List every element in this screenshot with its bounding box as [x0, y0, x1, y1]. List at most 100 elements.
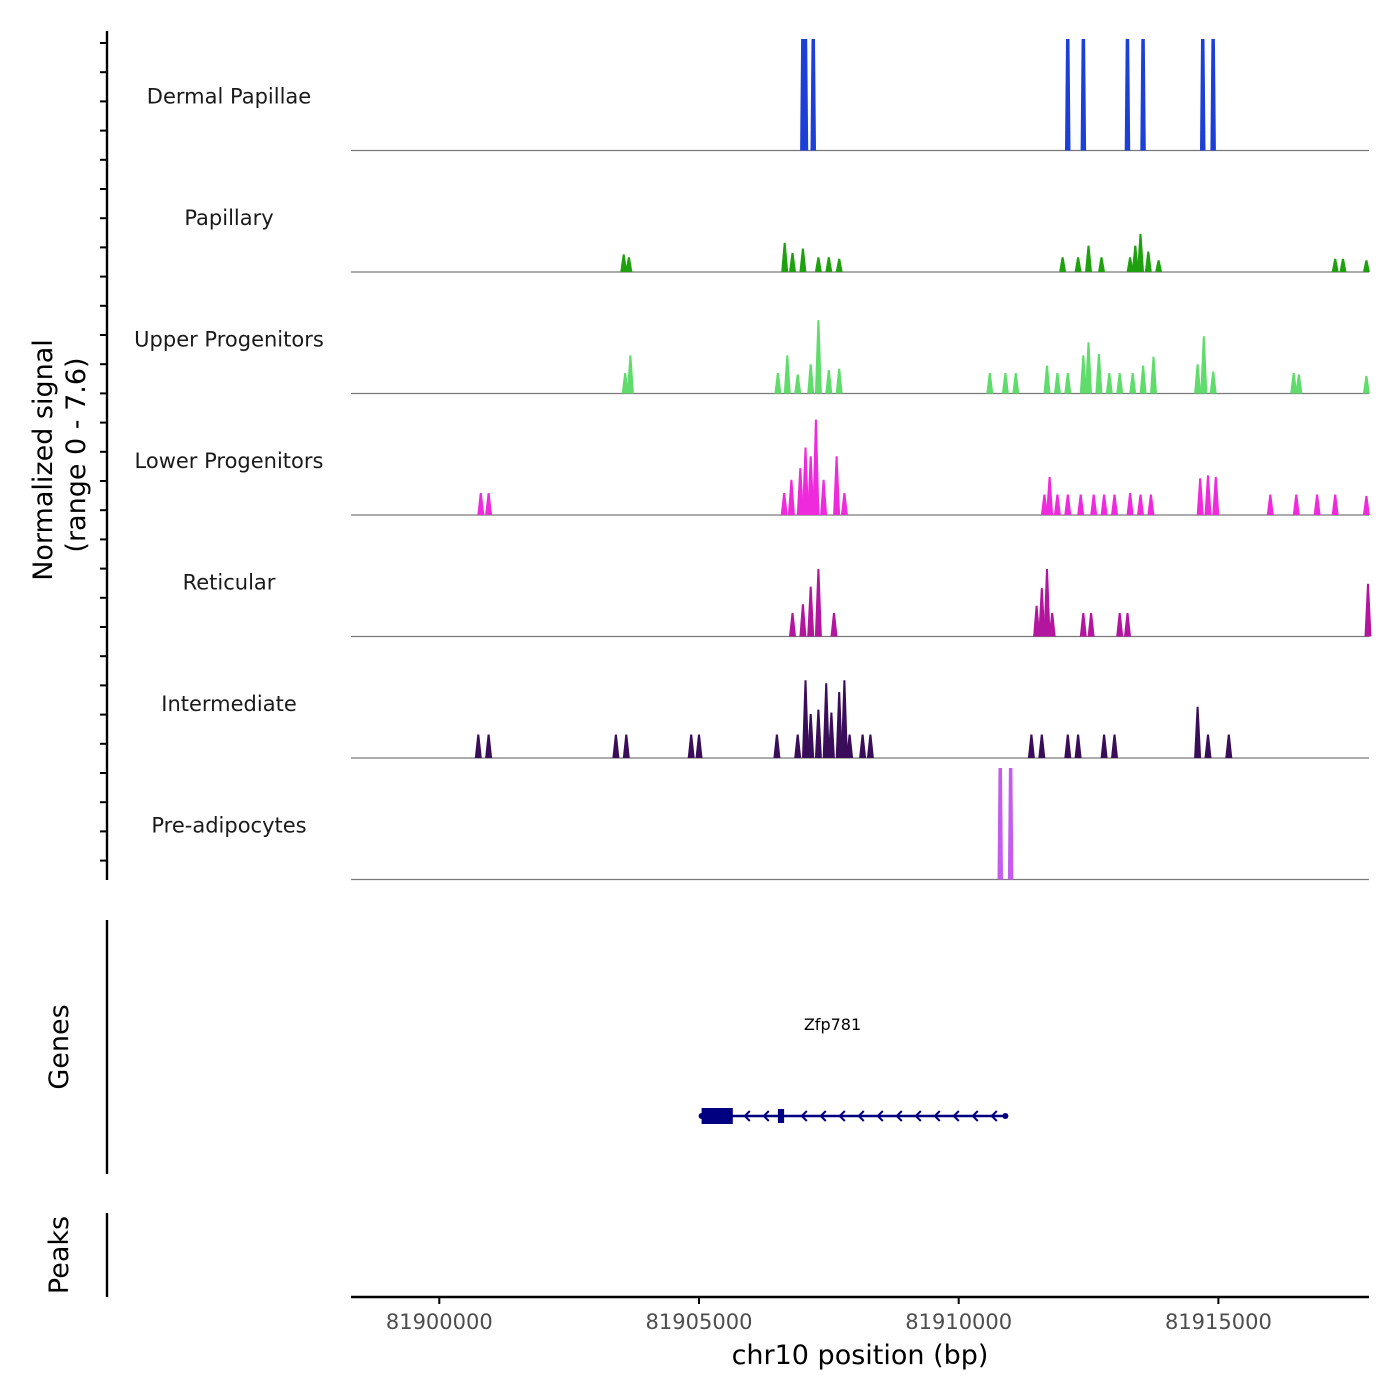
- signal-peak: [825, 370, 833, 394]
- signal-peak: [1085, 245, 1092, 272]
- signal-peak: [1147, 494, 1155, 515]
- gene-end-cap: [698, 1113, 705, 1119]
- x-axis-ticks: 81900000 81905000 81910000 81915000: [386, 1297, 1272, 1334]
- x-tick-label: 81900000: [386, 1310, 493, 1334]
- signal-peak: [1131, 245, 1139, 272]
- signal-peak: [1064, 373, 1072, 394]
- signal-peak: [622, 734, 630, 758]
- signal-peak: [1137, 233, 1144, 272]
- signal-peak: [1007, 768, 1014, 880]
- signal-peak: [1362, 375, 1370, 394]
- x-tick-label: 81915000: [1165, 1310, 1272, 1334]
- signal-peak: [780, 493, 788, 515]
- signal-peak: [830, 613, 838, 637]
- signal-peak: [1085, 342, 1092, 394]
- strand-arrow: [819, 1110, 827, 1122]
- signal-peak: [1266, 494, 1274, 515]
- signal-peak: [1212, 476, 1220, 515]
- strand-arrow: [743, 1110, 751, 1122]
- signal-peak: [1137, 494, 1144, 515]
- signal-peak: [1139, 365, 1147, 394]
- gene-label: Zfp781: [804, 1015, 861, 1034]
- signal-peak: [789, 252, 796, 272]
- signal-peak: [807, 364, 815, 394]
- signal-peak: [1012, 373, 1020, 394]
- signal-peak: [812, 419, 820, 515]
- signal-peak: [986, 373, 994, 394]
- signal-peak: [620, 254, 628, 272]
- signal-peak: [814, 320, 822, 394]
- signal-peak: [814, 569, 822, 637]
- signal-peak: [1124, 613, 1131, 637]
- signal-peak: [774, 373, 782, 394]
- signal-peak: [625, 257, 633, 272]
- signal-peak: [1038, 734, 1046, 758]
- signal-peak: [1194, 706, 1202, 758]
- signal-peak: [1362, 495, 1370, 515]
- signal-peak: [1027, 734, 1035, 758]
- signal-peak: [1140, 39, 1146, 151]
- signal-peak: [825, 257, 833, 272]
- signal-peak: [840, 493, 848, 515]
- signal-peak: [1079, 613, 1087, 637]
- signal-peak: [827, 712, 835, 758]
- signal-peak: [1111, 494, 1118, 515]
- signal-peak: [1331, 494, 1339, 515]
- signal-peak: [1095, 353, 1103, 394]
- signal-peak: [1059, 257, 1067, 272]
- signal-peak: [807, 714, 815, 758]
- signal-peak: [1292, 494, 1300, 515]
- track-intermediate: Intermediate: [161, 680, 1369, 759]
- strand-arrow: [952, 1110, 960, 1122]
- genes-panel-title: Genes: [44, 1004, 75, 1089]
- track-papillary: Papillary: [184, 206, 1370, 273]
- signal-peak: [866, 734, 874, 758]
- signal-peak: [859, 734, 867, 758]
- track-pre-adipocytes: Pre-adipocytes: [151, 768, 1369, 881]
- signal-peak: [1124, 39, 1131, 151]
- strand-arrow: [895, 1110, 903, 1122]
- strand-arrow: [876, 1110, 884, 1122]
- signal-peak: [1079, 355, 1087, 394]
- signal-peak: [1074, 734, 1082, 758]
- signal-peak: [1150, 356, 1157, 394]
- signal-peak: [1090, 494, 1098, 515]
- signal-peak: [626, 355, 634, 394]
- track-label: Upper Progenitors: [134, 328, 324, 352]
- signal-peak: [1053, 494, 1061, 515]
- signal-peak: [794, 374, 802, 394]
- signal-peak: [810, 39, 816, 151]
- gene-zfp781: Zfp781: [698, 1015, 1009, 1124]
- signal-peak: [1043, 569, 1051, 637]
- signal-peak: [1313, 494, 1321, 515]
- signal-peak: [802, 39, 809, 151]
- signal-peak: [820, 479, 828, 515]
- signal-peak: [1064, 494, 1072, 515]
- gene-exon: [777, 1109, 785, 1123]
- signal-peak: [1064, 734, 1072, 758]
- signal-peak: [1200, 336, 1208, 394]
- signal-peak: [485, 493, 493, 515]
- signal-peak: [477, 493, 485, 515]
- signal-peak: [822, 683, 830, 758]
- track-label: Intermediate: [161, 692, 297, 716]
- signal-peak: [612, 734, 620, 758]
- signal-peak: [833, 456, 841, 515]
- signal-peak: [814, 257, 822, 272]
- signal-peak: [1194, 364, 1202, 394]
- signal-peak: [1196, 478, 1204, 515]
- signal-peak: [796, 468, 804, 515]
- signal-peak: [799, 248, 807, 272]
- track-label: Pre-adipocytes: [151, 814, 306, 838]
- signal-peak: [474, 734, 482, 758]
- track-label: Lower Progenitors: [135, 449, 324, 473]
- signal-peak: [1053, 373, 1061, 394]
- peaks-panel-title: Peaks: [44, 1216, 75, 1294]
- signal-peak: [807, 456, 815, 515]
- signal-peak: [835, 368, 843, 394]
- gene-exon: [701, 1108, 733, 1124]
- x-tick-label: 81910000: [905, 1310, 1012, 1334]
- track-label: Papillary: [184, 206, 273, 230]
- track-lower-progenitors: Lower Progenitors: [135, 419, 1370, 516]
